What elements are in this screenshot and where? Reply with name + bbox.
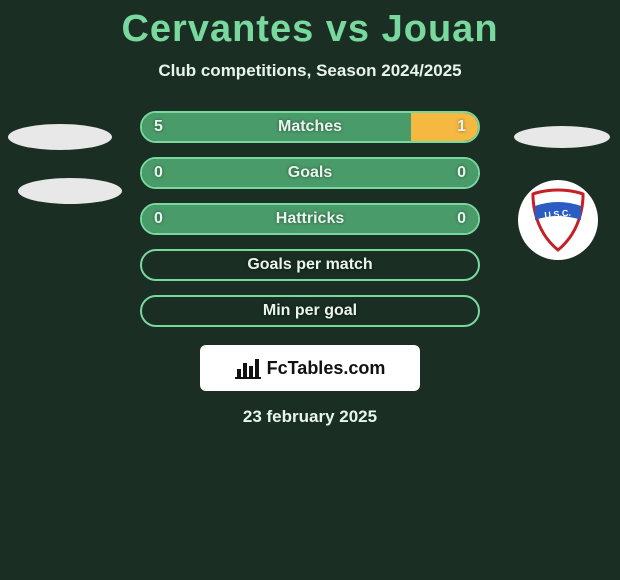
bar-chart-icon [235,357,261,379]
stat-value-right: 0 [457,164,466,182]
stat-value-right: 1 [457,118,466,136]
player2-photo-placeholder [514,126,610,148]
subtitle: Club competitions, Season 2024/2025 [0,61,620,81]
stat-label: Matches [278,118,342,136]
stat-value-left: 5 [154,118,163,136]
page-title: Cervantes vs Jouan [0,0,620,51]
stat-bar: 0 0 Goals [140,157,480,189]
stat-value-left: 0 [154,164,163,182]
stat-value-left: 0 [154,210,163,228]
stat-fill-right [411,113,478,141]
player2-name: Jouan [382,8,499,50]
date-label: 23 february 2025 [0,407,620,427]
player1-name: Cervantes [121,8,314,50]
comparison-card: Cervantes vs Jouan Club competitions, Se… [0,0,620,580]
club-shield-icon: U.S.C. [529,188,587,252]
stat-bar: Min per goal [140,295,480,327]
source-badge: FcTables.com [200,345,420,391]
stat-label: Hattricks [276,210,344,228]
source-label: FcTables.com [267,358,386,379]
stat-bar: 0 0 Hattricks [140,203,480,235]
stat-bar: 5 1 Matches [140,111,480,143]
player1-club-placeholder [18,178,122,204]
player2-club-logo: U.S.C. [518,180,598,260]
vs-separator: vs [326,8,370,50]
stat-bar: Goals per match [140,249,480,281]
stat-label: Min per goal [263,302,357,320]
stat-label: Goals [288,164,332,182]
player1-photo-placeholder [8,124,112,150]
stat-fill-left [142,113,411,141]
stat-label: Goals per match [247,256,372,274]
stat-value-right: 0 [457,210,466,228]
